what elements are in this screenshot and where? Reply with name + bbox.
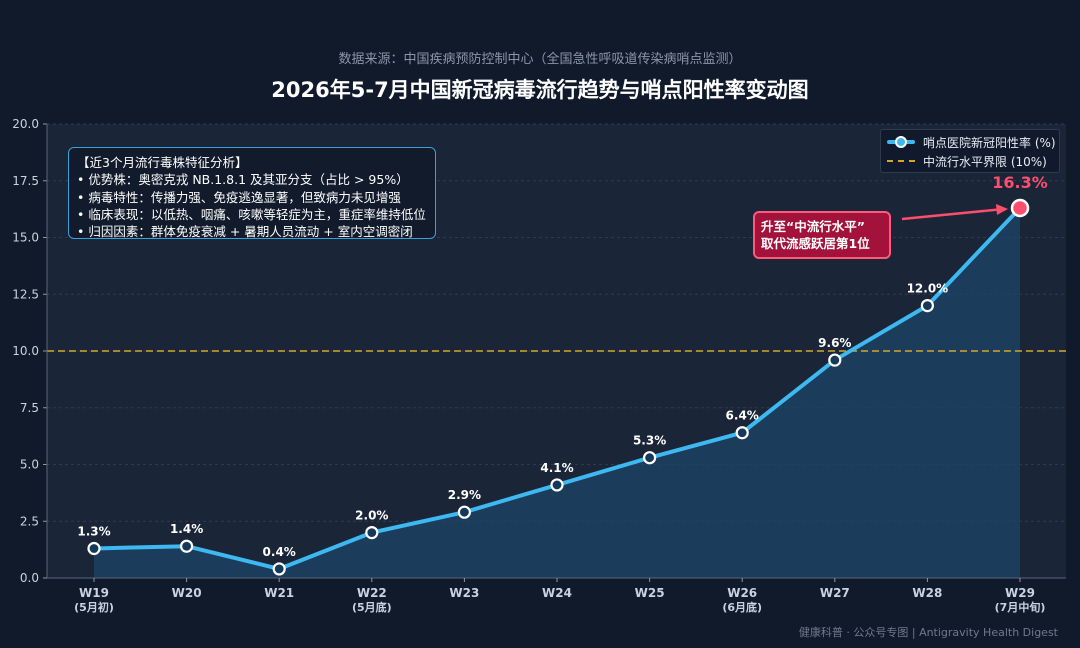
x-tick-label: W20	[172, 586, 202, 600]
legend-item-series: 哨点医院新冠阳性率 (%)	[887, 133, 1056, 151]
y-tick-label: 5.0	[20, 458, 39, 472]
area-fill-layer	[94, 207, 1020, 579]
dashed-line-icon	[887, 152, 915, 170]
data-point-highlight	[1010, 198, 1030, 218]
strain-info-box: 【近3个月流行毒株特征分析】 • 优势株：奥密克戎 NB.1.8.1 及其亚分支…	[68, 147, 436, 239]
y-tick-label: 15.0	[12, 231, 39, 245]
y-tick-label: 17.5	[12, 174, 39, 188]
series-area	[94, 207, 1020, 579]
x-tick-label: W27	[820, 586, 850, 600]
data-label: 1.3%	[77, 524, 110, 538]
x-tick-label: W25	[635, 586, 665, 600]
info-box-line: • 归因因素：群体免疫衰减 + 暑期人员流动 + 室内空调密闭	[77, 224, 413, 240]
legend-item-threshold: 中流行水平界限 (10%)	[887, 152, 1047, 170]
x-tick-label: W19	[79, 586, 109, 600]
data-label: 6.4%	[726, 409, 759, 423]
chart-title: 2026年5-7月中国新冠病毒流行趋势与哨点阳性率变动图	[271, 78, 809, 102]
data-point	[550, 478, 564, 492]
data-label: 9.6%	[818, 336, 851, 350]
info-box-line: • 病毒特性：传播力强、免疫逃逸显著，但致病力未见增强	[77, 189, 401, 205]
data-point	[457, 505, 471, 519]
y-tick-label: 10.0	[12, 344, 39, 358]
callout-line: 取代流感跃居第1位	[761, 236, 870, 251]
footer-credit: 健康科普 · 公众号专图 | Antigravity Health Digest	[798, 626, 1058, 639]
legend-threshold-label: 中流行水平界限 (10%)	[923, 154, 1047, 169]
callout-arrow-layer	[901, 203, 1008, 221]
data-points	[87, 198, 1030, 576]
data-point	[920, 299, 935, 313]
y-tick-label: 7.5	[20, 401, 39, 415]
x-tick-sublabel: (5月初)	[74, 600, 114, 614]
data-label-highlight: 16.3%	[992, 173, 1048, 192]
data-label: 4.1%	[540, 461, 573, 475]
chart-legend: 哨点医院新冠阳性率 (%) 中流行水平界限 (10%)	[880, 129, 1060, 173]
x-tick-sublabel: (7月中旬)	[995, 600, 1046, 614]
data-label: 2.0%	[355, 509, 388, 523]
data-point	[272, 562, 286, 576]
y-tick-label: 12.5	[12, 287, 39, 301]
x-tick-label: W23	[449, 586, 479, 600]
info-box-line: • 优势株：奥密克戎 NB.1.8.1 及其亚分支（占比 > 95%）	[77, 172, 409, 188]
callout-box: 升至“中流行水平” 取代流感跃居第1位	[753, 211, 891, 259]
x-tick-label: W22	[357, 586, 387, 600]
data-point	[735, 426, 749, 440]
x-tick-sublabel: (5月底)	[352, 600, 392, 614]
x-tick-label: W26	[727, 586, 757, 600]
info-box-heading: 【近3个月流行毒株特征分析】	[77, 155, 248, 170]
data-label: 5.3%	[633, 434, 666, 448]
data-point	[180, 539, 194, 553]
data-point	[87, 541, 101, 556]
x-tick-label: W29	[1005, 586, 1035, 600]
callout-arrow-head	[996, 203, 1008, 215]
data-labels: 1.3% 1.4% 0.4% 2.0% 2.9% 4.1% 5.3% 6.4% 9.6% 12.0…	[77, 173, 1047, 559]
data-label: 0.4%	[263, 545, 296, 559]
data-point	[365, 525, 379, 540]
x-tick-label: W28	[912, 586, 942, 600]
line-marker-icon	[887, 133, 915, 151]
x-tick-sublabel: (6月底)	[722, 600, 762, 614]
data-point	[828, 353, 842, 367]
data-point	[642, 451, 657, 465]
x-tick-label: W24	[542, 586, 572, 600]
y-tick-label: 0.0	[20, 571, 39, 585]
chart-subtitle: 数据来源：中国疾病预防控制中心（全国急性呼吸道传染病哨点监测）	[338, 52, 742, 67]
x-tick-label: W21	[264, 586, 294, 600]
info-box-line: • 临床表现：以低热、咽痛、咳嗽等轻症为主，重症率维持低位	[77, 206, 426, 222]
callout-arrow-shaft	[901, 207, 1005, 221]
callout-line: 升至“中流行水平”	[761, 219, 865, 234]
y-tick-label: 20.0	[12, 117, 39, 131]
data-label: 1.4%	[170, 522, 203, 536]
legend-series-label: 哨点医院新冠阳性率 (%)	[923, 135, 1056, 150]
axes: 0.0 2.5 5.0 7.5 10.0 12.5 15.0 17.5 20.0 W19(5月初)…	[12, 117, 1066, 614]
data-label: 2.9%	[448, 488, 481, 502]
data-label: 12.0%	[907, 282, 949, 296]
y-tick-label: 2.5	[20, 514, 39, 528]
